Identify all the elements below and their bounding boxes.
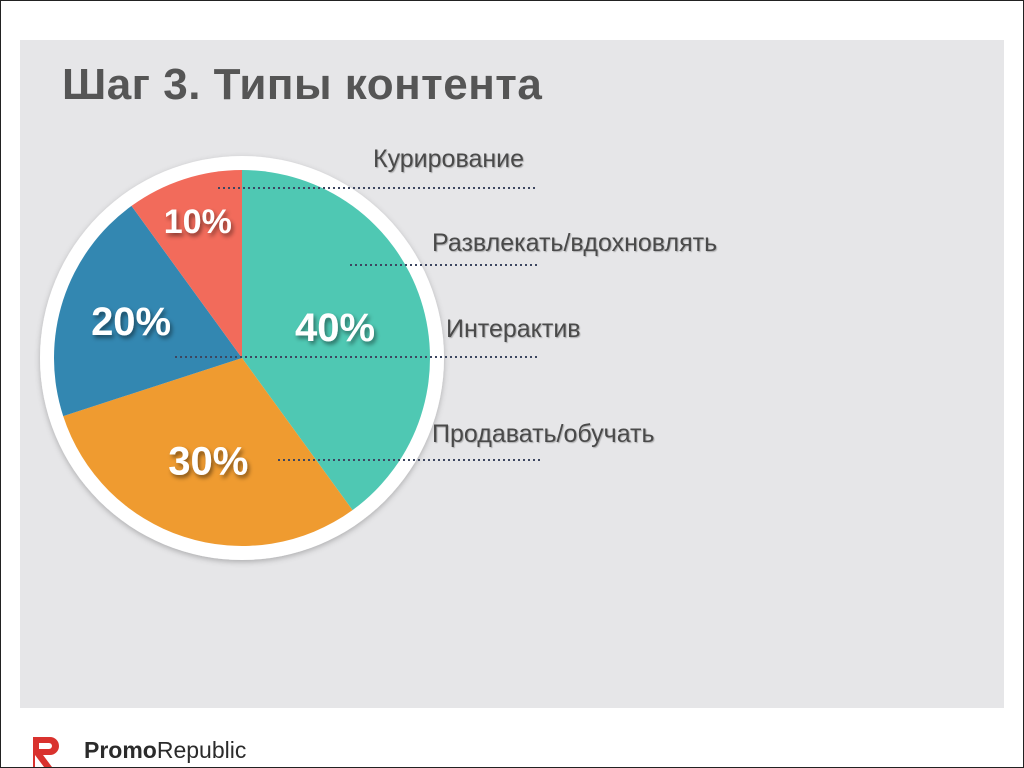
slice-label-20: 20%	[91, 300, 171, 344]
brand-name-bold: Promo	[84, 737, 157, 763]
footer: PromoRepublic	[0, 720, 1024, 768]
pie-slice-40	[242, 169, 431, 511]
slice-label-10: 10%	[164, 203, 232, 241]
pie-chart: 40% 30% 20% 10%	[40, 156, 540, 560]
slice-label-40: 40%	[295, 306, 375, 350]
category-label-entertain: Развлекать/вдохновлять	[432, 229, 718, 257]
category-label-curation: Курирование	[373, 145, 525, 173]
promorepublic-logo-icon	[33, 737, 59, 767]
brand-name: PromoRepublic	[84, 737, 246, 764]
pie-slice-10	[131, 170, 242, 358]
pie-slice-20	[53, 205, 242, 417]
slice-label-30: 30%	[168, 440, 248, 484]
pie-slice-30	[63, 358, 353, 547]
brand-name-regular: Republic	[156, 737, 247, 763]
slide-title: Шаг 3. Типы контента	[62, 60, 543, 109]
category-label-interactive: Интерактив	[446, 315, 581, 343]
category-label-sell-teach: Продавать/обучать	[432, 420, 655, 448]
